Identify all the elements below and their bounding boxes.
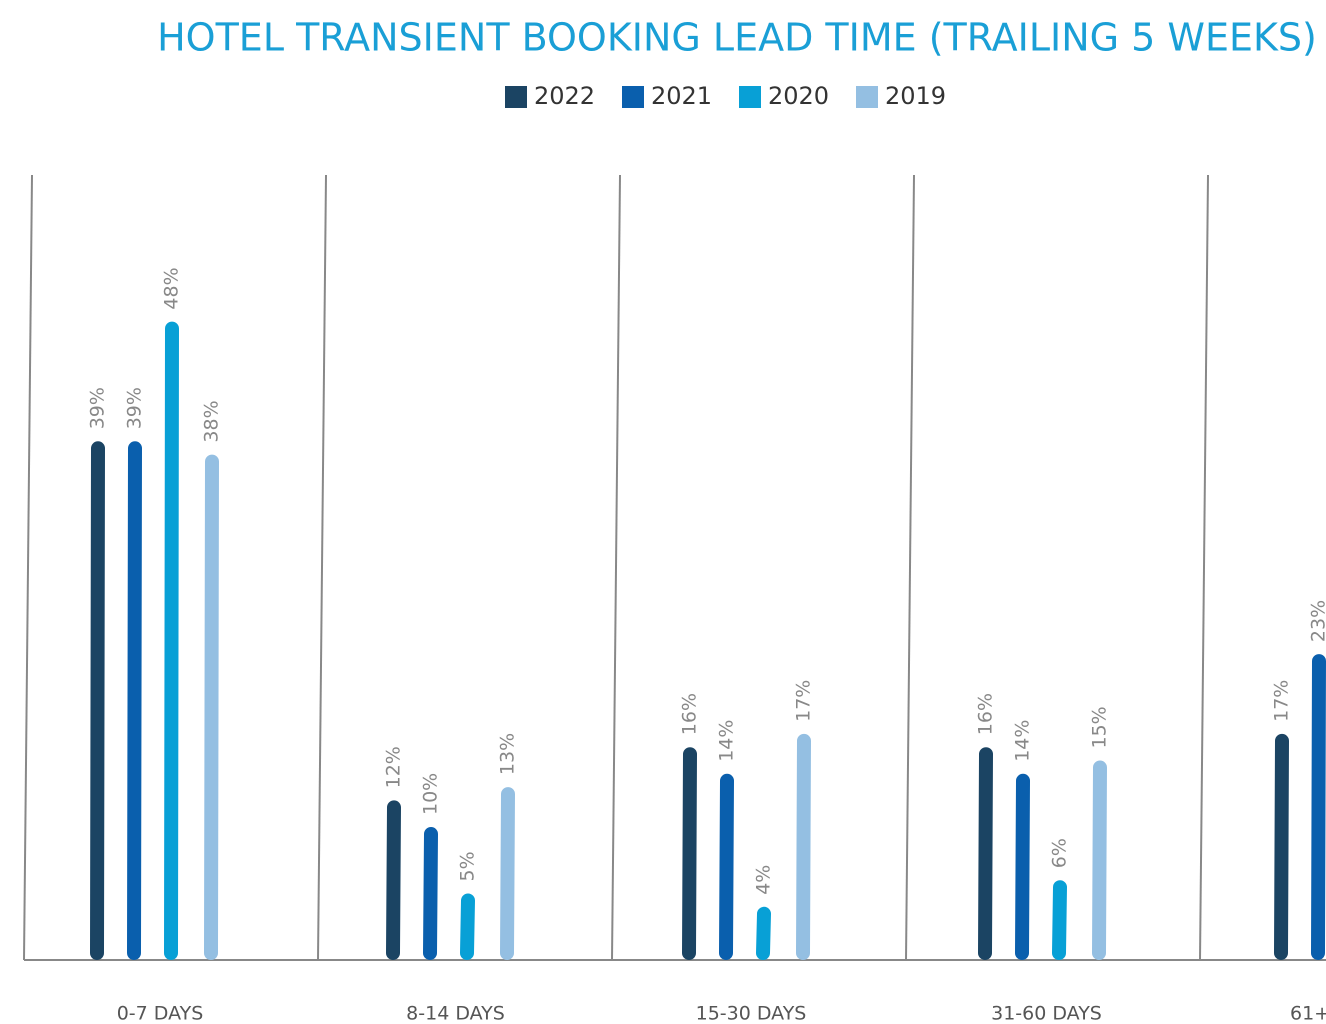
value-label: 12% bbox=[383, 746, 405, 788]
value-label: 10% bbox=[420, 773, 442, 815]
bar bbox=[796, 733, 811, 960]
divider bbox=[23, 174, 33, 961]
bar bbox=[1092, 760, 1107, 960]
bar bbox=[460, 893, 475, 960]
bar bbox=[423, 827, 438, 960]
value-label: 39% bbox=[87, 387, 109, 429]
x-tick-label: 8-14 DAYS bbox=[406, 1003, 505, 1024]
legend-swatch bbox=[622, 86, 644, 108]
legend-swatch bbox=[856, 86, 878, 108]
legend-label: 2021 bbox=[651, 82, 712, 110]
value-label: 13% bbox=[497, 733, 519, 775]
value-label: 23% bbox=[1308, 600, 1326, 642]
divider bbox=[611, 174, 621, 961]
bar bbox=[500, 787, 515, 960]
value-label: 17% bbox=[1271, 680, 1293, 722]
value-label: 16% bbox=[975, 693, 997, 735]
bar bbox=[682, 747, 697, 960]
bar bbox=[756, 906, 771, 960]
value-label: 4% bbox=[753, 865, 775, 895]
bar bbox=[204, 454, 219, 960]
value-label: 39% bbox=[124, 387, 146, 429]
bar bbox=[127, 441, 142, 960]
value-label: 15% bbox=[1089, 706, 1111, 748]
bar bbox=[90, 441, 105, 960]
value-label: 6% bbox=[1049, 838, 1071, 868]
divider bbox=[317, 174, 327, 961]
x-tick-label: 61+ bbox=[1290, 1003, 1326, 1024]
value-label: 48% bbox=[161, 267, 183, 309]
bar bbox=[386, 800, 401, 960]
legend-swatch bbox=[739, 86, 761, 108]
value-label: 14% bbox=[1012, 720, 1034, 762]
divider bbox=[905, 174, 915, 961]
value-label: 38% bbox=[201, 400, 223, 442]
bar bbox=[1015, 773, 1030, 960]
x-tick-label: 31-60 DAYS bbox=[991, 1003, 1102, 1024]
legend: 2022 2021 2020 2019 bbox=[505, 82, 946, 110]
value-label: 16% bbox=[679, 693, 701, 735]
x-tick-label: 15-30 DAYS bbox=[696, 1003, 807, 1024]
bar bbox=[719, 773, 734, 960]
bar bbox=[164, 321, 179, 960]
chart-title: HOTEL TRANSIENT BOOKING LEAD TIME (TRAIL… bbox=[157, 16, 1317, 60]
value-label: 14% bbox=[716, 720, 738, 762]
legend-label: 2022 bbox=[534, 82, 595, 110]
value-label: 5% bbox=[457, 851, 479, 881]
legend-label: 2019 bbox=[885, 82, 946, 110]
x-tick-label: 0-7 DAYS bbox=[117, 1003, 204, 1024]
bar bbox=[1052, 880, 1067, 960]
legend-label: 2020 bbox=[768, 82, 829, 110]
value-label: 17% bbox=[793, 680, 815, 722]
bar bbox=[1311, 654, 1326, 960]
legend-swatch bbox=[505, 86, 527, 108]
bar bbox=[978, 747, 993, 960]
divider bbox=[1199, 174, 1209, 961]
bar bbox=[1274, 733, 1289, 960]
